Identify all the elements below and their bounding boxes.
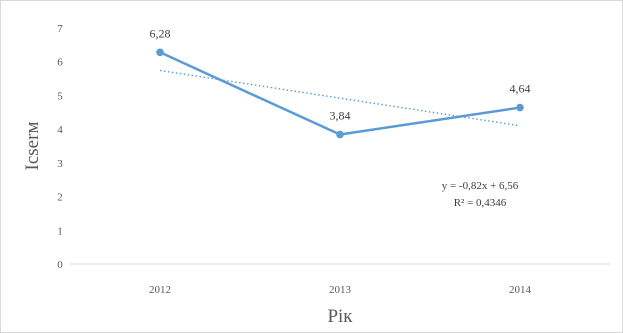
y-tick-label: 2 xyxy=(57,192,63,204)
y-tick-label: 0 xyxy=(57,259,63,271)
data-labels: 6,28 3,84 4,64 xyxy=(150,26,531,122)
y-tick-label: 7 xyxy=(57,23,63,35)
data-label: 6,28 xyxy=(150,26,171,40)
data-point xyxy=(516,103,524,112)
trendline-r-squared: R² = 0,4346 xyxy=(454,197,507,209)
y-axis-ticks: 0 1 2 3 4 5 6 7 xyxy=(57,23,63,271)
x-tick-label: 2012 xyxy=(149,284,171,296)
y-tick-label: 3 xyxy=(57,158,63,170)
data-label: 3,84 xyxy=(330,109,351,123)
x-axis-title: Рік xyxy=(327,306,353,327)
data-points xyxy=(156,48,524,139)
data-point xyxy=(336,130,344,139)
y-axis-title: Ісserм xyxy=(22,122,43,171)
y-tick-label: 4 xyxy=(57,124,63,136)
trendline-equation: y = -0,82x + 6,56 xyxy=(442,180,519,192)
y-tick-label: 6 xyxy=(57,57,63,69)
y-tick-label: 5 xyxy=(57,90,63,102)
data-point xyxy=(156,48,164,57)
x-axis-ticks: 2012 2013 2014 xyxy=(149,284,532,296)
data-label: 4,64 xyxy=(510,82,531,96)
x-tick-label: 2013 xyxy=(329,284,352,296)
x-tick-label: 2014 xyxy=(509,284,532,296)
y-tick-label: 1 xyxy=(57,225,63,237)
